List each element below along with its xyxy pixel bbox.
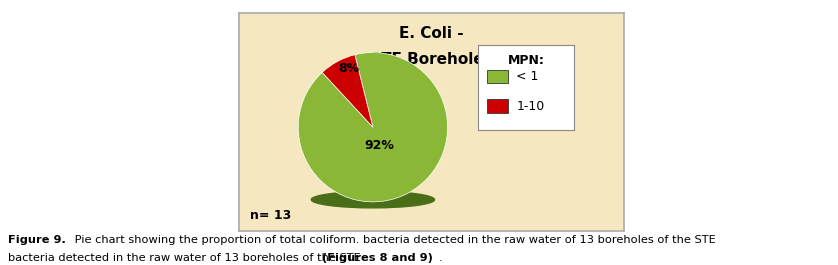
- Text: 1-10: 1-10: [516, 100, 545, 113]
- FancyBboxPatch shape: [487, 99, 509, 113]
- Text: < 1: < 1: [516, 70, 539, 83]
- FancyBboxPatch shape: [487, 70, 509, 83]
- Text: 8%: 8%: [339, 63, 360, 76]
- Ellipse shape: [311, 191, 435, 208]
- Text: 92%: 92%: [364, 139, 394, 152]
- Wedge shape: [322, 55, 373, 127]
- Text: n= 13: n= 13: [251, 209, 292, 222]
- Text: bacteria detected in the raw water of 13 boreholes of the STE: bacteria detected in the raw water of 13…: [8, 253, 365, 263]
- Text: Figure 9.: Figure 9.: [8, 235, 66, 245]
- Text: (Figures 8 and 9): (Figures 8 and 9): [322, 253, 432, 263]
- Text: Pie chart showing the proportion of total coliform. bacteria detected in the raw: Pie chart showing the proportion of tota…: [71, 235, 716, 245]
- Text: STE Boreholes: STE Boreholes: [370, 52, 493, 67]
- Text: E. Coli -: E. Coli -: [399, 26, 464, 41]
- Text: MPN:: MPN:: [507, 54, 545, 67]
- Text: .: .: [439, 253, 442, 263]
- Wedge shape: [298, 52, 447, 202]
